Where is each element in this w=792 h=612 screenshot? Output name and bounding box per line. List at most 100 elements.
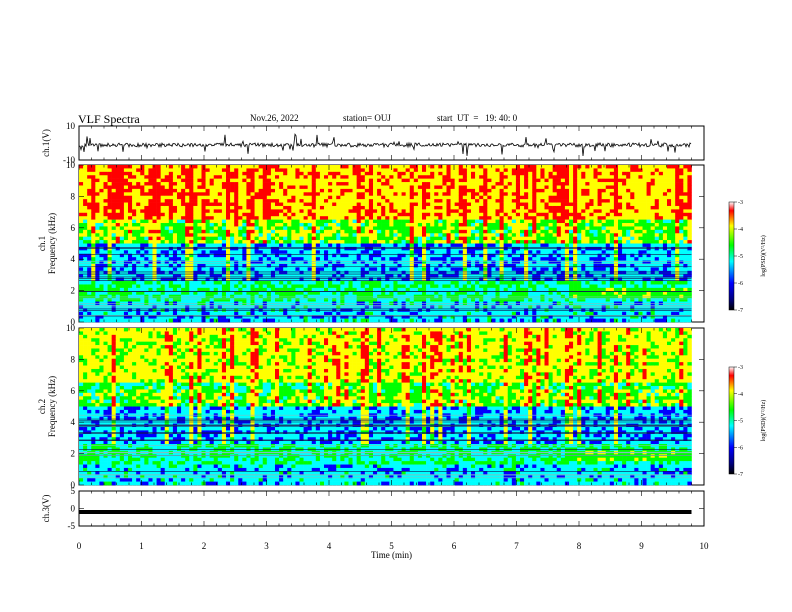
spectrogram-cell bbox=[246, 243, 251, 248]
spectrogram-cell bbox=[417, 168, 423, 173]
spectrogram-cell bbox=[246, 260, 251, 265]
spectrogram-cell bbox=[401, 175, 406, 179]
spectrogram-cell bbox=[238, 202, 243, 207]
spectrogram-cell bbox=[336, 219, 341, 224]
spectrogram-cell bbox=[311, 236, 317, 241]
spectrogram-cell bbox=[262, 226, 268, 231]
spectrogram-cell bbox=[397, 195, 402, 200]
spectrogram-cell bbox=[495, 250, 500, 255]
spectrogram-cell bbox=[466, 240, 472, 244]
spectrogram-cell bbox=[377, 253, 382, 258]
spectrogram-cell bbox=[332, 171, 337, 176]
spectrogram-cell bbox=[164, 185, 170, 190]
spectrogram-cell bbox=[324, 284, 329, 289]
spectrogram-cell bbox=[495, 246, 500, 251]
spectrogram-cell bbox=[193, 243, 198, 248]
spectrogram-cell bbox=[495, 178, 500, 183]
spectrogram-cell bbox=[393, 260, 398, 265]
spectrogram-cell bbox=[364, 229, 370, 234]
spectrogram-cell bbox=[303, 277, 308, 282]
spectrogram-cell bbox=[230, 257, 235, 261]
spectrogram-cell bbox=[230, 185, 235, 190]
spectrogram-cell bbox=[356, 263, 362, 268]
spectrogram-cell bbox=[450, 270, 455, 275]
spectrogram-cell bbox=[389, 182, 394, 186]
spectrogram-cell bbox=[172, 202, 178, 207]
spectrogram-cell bbox=[217, 223, 223, 227]
spectrogram-cell bbox=[328, 202, 333, 207]
spectrogram-cell bbox=[209, 277, 215, 282]
spectrogram-cell bbox=[458, 168, 464, 173]
spectrogram-cell bbox=[515, 250, 521, 255]
spectrogram-cell bbox=[422, 229, 427, 234]
spectrogram-cell bbox=[319, 223, 325, 227]
spectrogram-cell bbox=[377, 202, 382, 207]
spectrogram-cell bbox=[344, 229, 349, 234]
spectrogram-cell bbox=[475, 274, 480, 278]
spectrogram-cell bbox=[319, 270, 325, 275]
spectrogram-cell bbox=[471, 243, 476, 248]
spectrogram-cell bbox=[79, 315, 84, 319]
spectrogram-cell bbox=[103, 205, 108, 210]
spectrogram-cell bbox=[479, 243, 484, 248]
spectrogram-cell bbox=[201, 229, 206, 234]
spectrogram-cell bbox=[430, 260, 435, 265]
spectrogram-cell bbox=[189, 182, 194, 186]
spectrogram-cell bbox=[148, 267, 153, 272]
spectrogram-cell bbox=[205, 250, 210, 255]
spectrogram-cell bbox=[413, 291, 419, 295]
spectrogram-cell bbox=[491, 209, 496, 214]
spectrogram-cell bbox=[426, 205, 431, 210]
spectrogram-cell bbox=[426, 209, 431, 214]
spectrogram-cell bbox=[193, 195, 198, 200]
spectrogram-cell bbox=[413, 267, 419, 272]
spectrogram-cell bbox=[417, 287, 423, 292]
spectrogram-cell bbox=[426, 240, 431, 244]
spectrogram-cell bbox=[262, 270, 268, 275]
spectrogram-cell bbox=[181, 277, 186, 282]
spectrogram-cell bbox=[303, 240, 308, 244]
spectrogram-cell bbox=[197, 216, 202, 220]
spectrogram-cell bbox=[401, 219, 406, 224]
spectrogram-cell bbox=[287, 240, 292, 244]
spectrogram-cell bbox=[91, 318, 96, 323]
spectrogram-cell bbox=[348, 212, 353, 217]
spectrogram-cell bbox=[87, 226, 92, 231]
spectrogram-cell bbox=[458, 315, 464, 319]
spectrogram-cell bbox=[156, 168, 161, 173]
spectrogram-cell bbox=[475, 168, 480, 173]
spectrogram-cell bbox=[401, 267, 406, 272]
spectrogram-cell bbox=[156, 284, 161, 289]
spectrogram-cell bbox=[515, 246, 521, 251]
spectrogram-cell bbox=[262, 243, 268, 248]
spectrogram-cell bbox=[475, 250, 480, 255]
spectrogram-cell bbox=[356, 318, 362, 323]
spectrogram-cell bbox=[279, 277, 284, 282]
spectrogram-cell bbox=[197, 277, 202, 282]
spectrogram-cell bbox=[181, 216, 186, 220]
spectrogram-cell bbox=[213, 185, 219, 190]
spectrogram-cell bbox=[226, 246, 231, 251]
spectrogram-cell bbox=[262, 229, 268, 234]
spectrogram-cell bbox=[283, 291, 288, 295]
spectrogram-cell bbox=[164, 294, 170, 299]
spectrogram-cell bbox=[107, 250, 112, 255]
spectrogram-cell bbox=[283, 165, 288, 169]
spectrogram-cell bbox=[462, 246, 468, 251]
spectrogram-cell bbox=[491, 263, 496, 268]
spectrogram-cell bbox=[275, 226, 280, 231]
spectrogram-cell bbox=[201, 188, 206, 193]
spectrogram-cell bbox=[119, 199, 125, 203]
spectrogram-cell bbox=[91, 165, 96, 169]
spectrogram-cell bbox=[181, 308, 186, 313]
spectrogram-cell bbox=[299, 223, 304, 227]
spectrogram-cell bbox=[193, 308, 198, 313]
spectrogram-cell bbox=[258, 199, 264, 203]
spectrogram-cell bbox=[515, 212, 521, 217]
spectrogram-cell bbox=[393, 219, 398, 224]
spectrogram-cell bbox=[197, 195, 202, 200]
spectrogram-cell bbox=[438, 253, 443, 258]
spectrogram-cell bbox=[397, 168, 402, 173]
spectrogram-cell bbox=[283, 318, 288, 323]
spectrogram-cell bbox=[152, 205, 157, 210]
